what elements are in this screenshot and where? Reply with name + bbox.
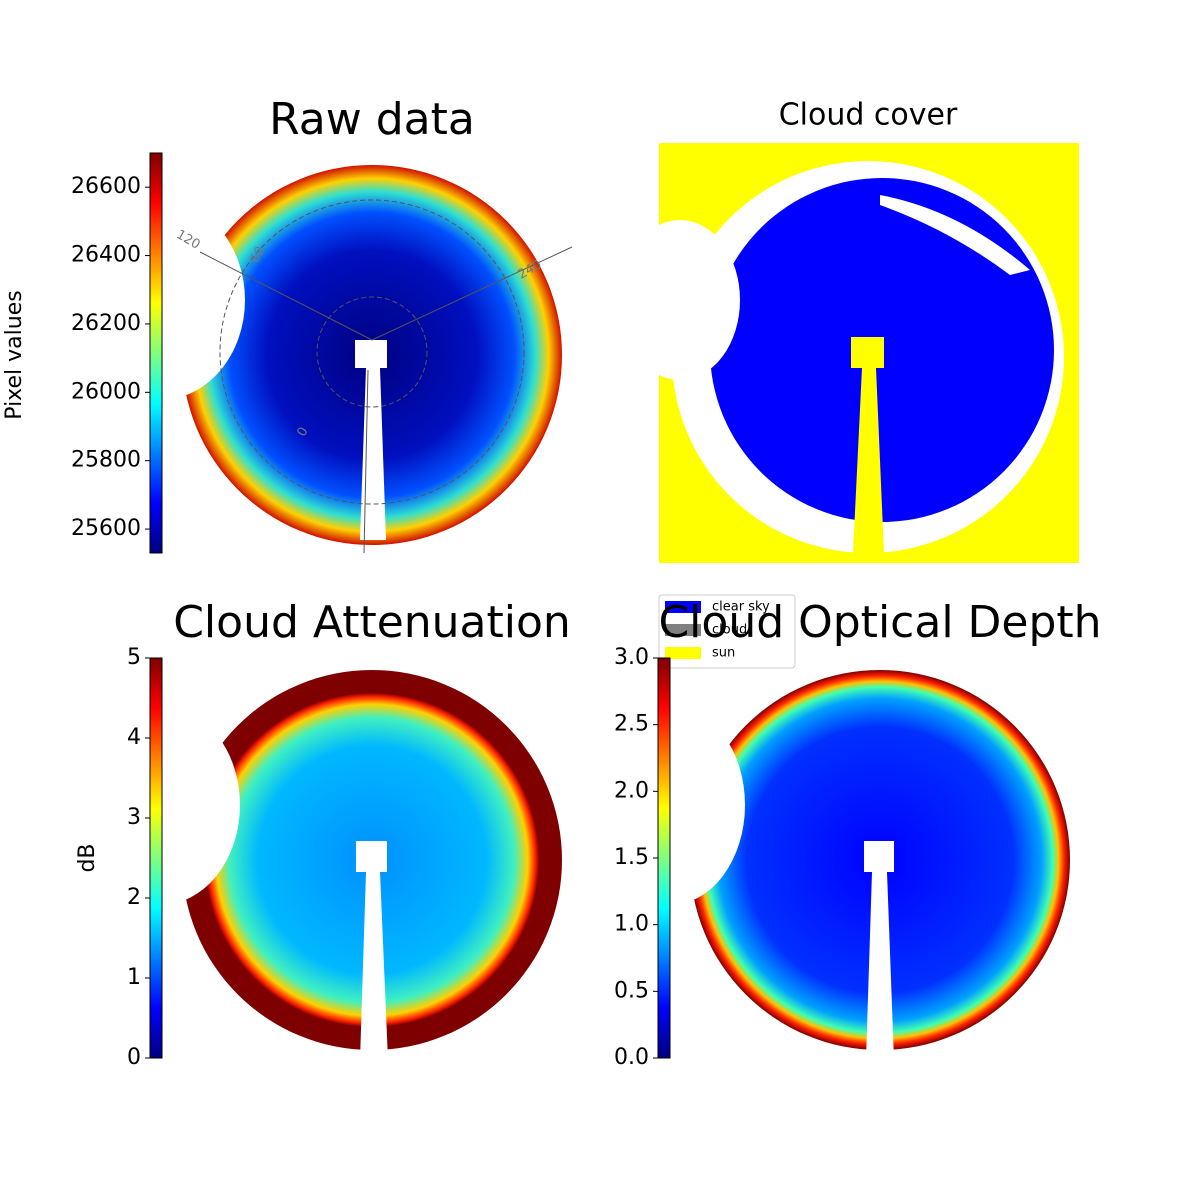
- panel-title: Cloud Attenuation: [173, 597, 571, 648]
- raw-image: [75, 165, 573, 554]
- legend-label: cloud: [712, 623, 747, 638]
- colorbar-tick-label: 1.0: [614, 912, 649, 937]
- colorbar-tick-label: 3: [127, 805, 141, 830]
- colorbar-tick-label: 25800: [71, 448, 141, 473]
- colorbar-tick-label: 5: [127, 645, 141, 670]
- panel-title: Cloud cover: [779, 98, 958, 133]
- colorbar-tick-label: 4: [127, 725, 141, 750]
- colorbar: [657, 657, 671, 1059]
- colorbar-tick-label: 0.0: [614, 1045, 649, 1070]
- colorbar-tick-label: 1: [127, 965, 141, 990]
- colorbar-tick-label: 26200: [71, 311, 141, 336]
- legend-swatch: [665, 647, 701, 659]
- colorbar-tick-label: 2.0: [614, 778, 649, 803]
- colorbar-tick-label: 0: [127, 1045, 141, 1070]
- colorbar-tick-label: 25600: [71, 516, 141, 541]
- legend-label: clear sky: [712, 600, 770, 615]
- colorbar-tick-label: 0.5: [614, 978, 649, 1003]
- colorbar-tick-label: 2: [127, 885, 141, 910]
- colorbar-label: dB: [75, 843, 100, 872]
- colorbar-tick-label: 26000: [71, 379, 141, 404]
- cloud-cover-image: [620, 143, 1079, 563]
- colorbar-tick-label: 3.0: [614, 645, 649, 670]
- colorbar-tick-label: 2.5: [614, 712, 649, 737]
- colorbar: [149, 657, 163, 1059]
- colorbar-tick-label: 1.5: [614, 845, 649, 870]
- legend-label: sun: [712, 646, 735, 661]
- legend-swatch: [665, 601, 701, 613]
- polar-label: 60: [247, 244, 268, 266]
- legend-swatch: [665, 624, 701, 636]
- colorbar-tick-label: 26600: [71, 174, 141, 199]
- panel-title: Raw data: [269, 94, 475, 145]
- colorbar: [149, 152, 163, 554]
- colorbar-tick-label: 26400: [71, 243, 141, 268]
- panel-title: Cloud Optical Depth: [658, 597, 1101, 648]
- colorbar-label: Pixel values: [2, 290, 27, 419]
